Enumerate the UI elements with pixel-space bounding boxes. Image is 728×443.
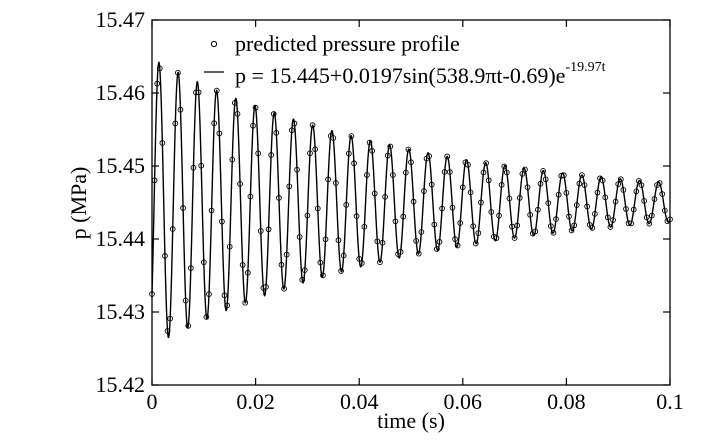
plot-frame: [151, 19, 671, 386]
x-tick-label: 0.06: [444, 389, 483, 414]
fit-curve-line: [151, 61, 671, 339]
x-tick-label: 0.1: [656, 389, 684, 414]
y-tick-label: 15.45: [96, 153, 146, 178]
legend-label-fit: p = 15.445+0.0197sin(538.9πt-0.69)e-19.9…: [235, 60, 606, 88]
y-tick-label: 15.46: [96, 80, 146, 105]
legend-fit-equation: p = 15.445+0.0197sin(538.9πt-0.69)e: [235, 63, 565, 88]
legend-marker-circle: [210, 40, 218, 48]
y-tick-label: 15.42: [96, 372, 146, 397]
x-axis-label: time (s): [377, 408, 445, 433]
y-axis-label: p (MPa): [66, 167, 91, 240]
legend: predicted pressure profile p = 15.445+0.…: [204, 31, 606, 88]
y-tick-label: 15.47: [96, 7, 146, 32]
x-tick-label: 0: [147, 389, 158, 414]
y-tick-label: 15.43: [96, 299, 146, 324]
x-tick-labels: 0 0.02 0.04 0.06 0.08 0.1: [147, 389, 684, 414]
series-fit-curve: [151, 61, 671, 339]
x-tick-label: 0.02: [236, 389, 275, 414]
y-tick-labels: 15.42 15.43 15.44 15.45 15.46 15.47: [96, 7, 146, 397]
x-tick-label: 0.04: [340, 389, 379, 414]
y-tick-label: 15.44: [96, 226, 146, 251]
legend-label-predicted: predicted pressure profile: [235, 31, 460, 56]
x-tick-label: 0.08: [547, 389, 586, 414]
axis-ticks: [151, 19, 671, 386]
legend-fit-exponent: -19.97t: [565, 60, 605, 75]
